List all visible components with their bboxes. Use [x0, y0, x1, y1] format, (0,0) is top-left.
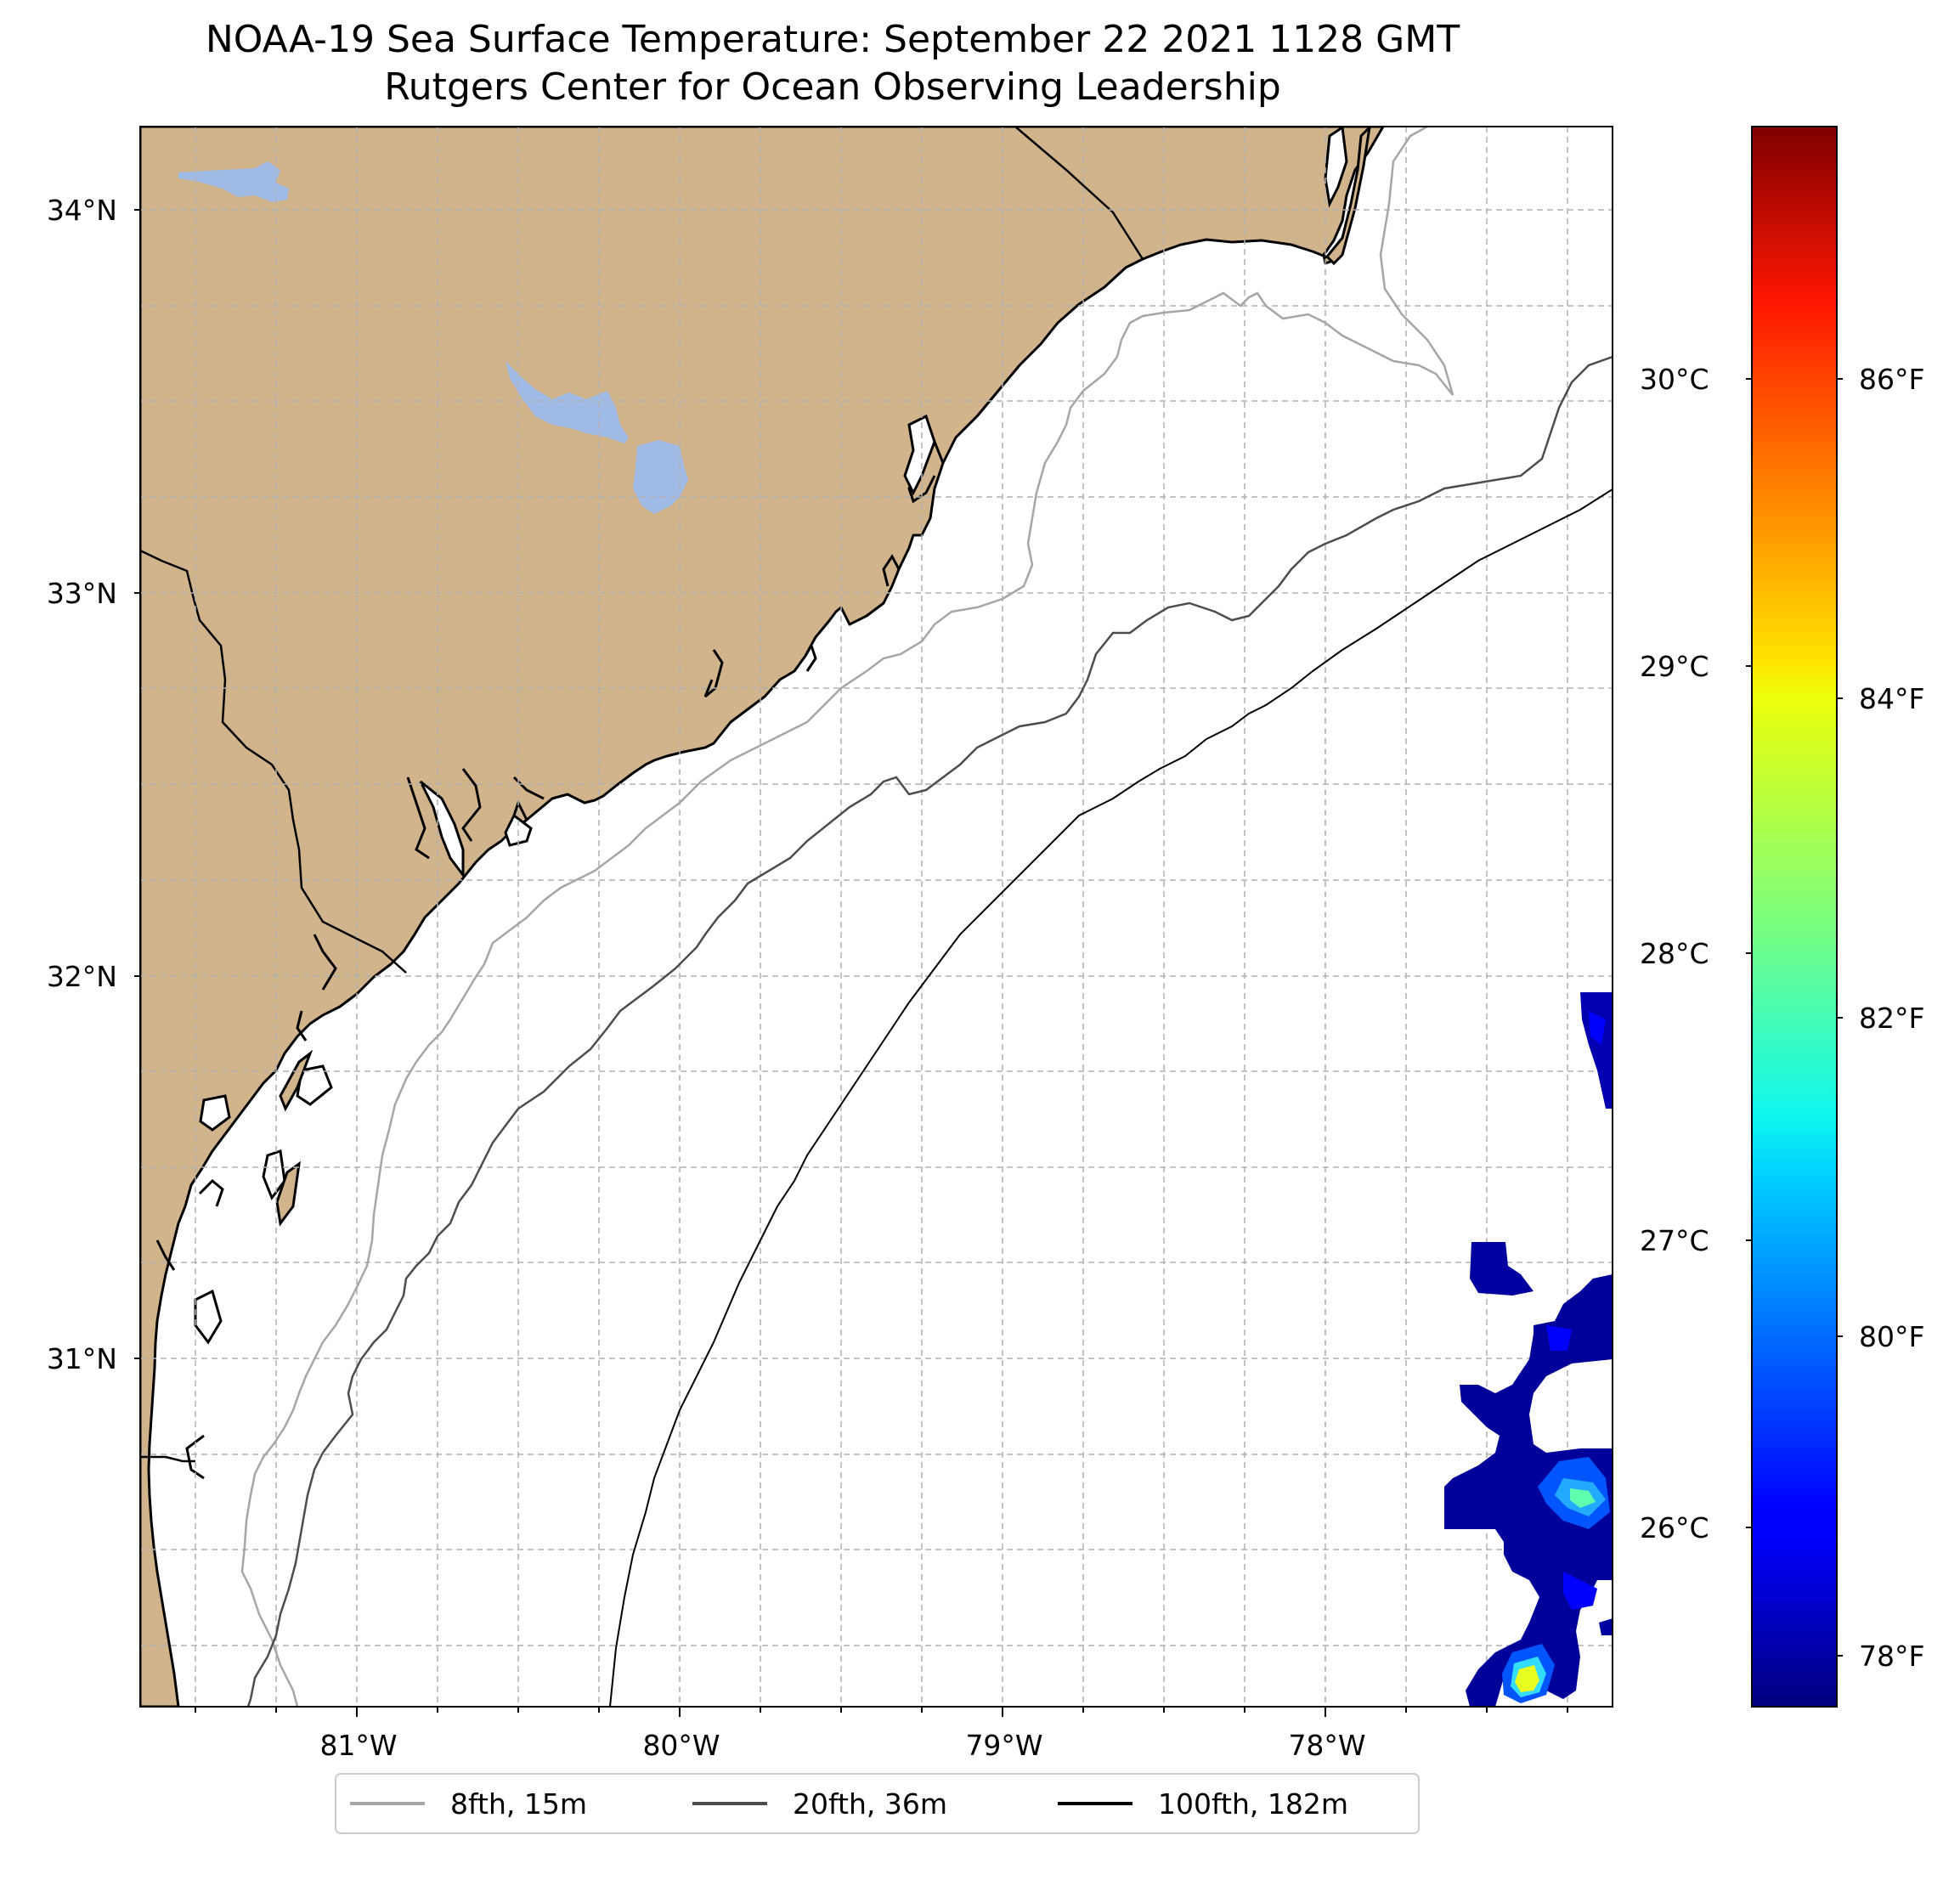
state-border — [1014, 127, 1144, 260]
sst-patch — [1570, 1488, 1596, 1508]
state-border — [140, 549, 407, 974]
isobath-100fth — [609, 488, 1613, 1707]
lake — [506, 361, 629, 443]
celsius-label: 29°C — [1640, 650, 1709, 683]
barrier-island — [279, 1049, 313, 1112]
lat-label: 33°N — [47, 577, 117, 610]
legend-label-8fth: 8fth, 15m — [450, 1787, 587, 1821]
celsius-label: 30°C — [1640, 363, 1709, 396]
lake — [633, 440, 688, 514]
isobath-20fth — [246, 355, 1613, 1707]
coastal-sound — [419, 780, 465, 879]
land-mass — [140, 127, 1385, 1707]
coastal-sound — [262, 1149, 286, 1201]
colorbar-ticks — [1746, 378, 1843, 1657]
lat-labels: 34°N 33°N 32°N 31°N — [47, 194, 117, 1375]
lon-label: 78°W — [1288, 1729, 1365, 1762]
lon-label: 79°W — [965, 1729, 1042, 1762]
legend-label-100fth: 100fth, 182m — [1158, 1787, 1348, 1821]
lon-label: 80°W — [642, 1729, 720, 1762]
barrier-island — [1325, 127, 1371, 266]
lat-label: 32°N — [47, 960, 117, 993]
fahrenheit-label: 84°F — [1859, 682, 1924, 715]
map-title: NOAA-19 Sea Surface Temperature: Septemb… — [205, 18, 1460, 61]
colorbar-celsius-labels: 30°C 29°C 28°C 27°C 26°C — [1640, 363, 1709, 1544]
sst-patch — [1589, 1011, 1606, 1045]
map-subtitle: Rutgers Center for Ocean Observing Leade… — [384, 65, 1281, 109]
lat-label: 31°N — [47, 1342, 117, 1375]
coastal-sound — [199, 1094, 231, 1132]
sst-patch — [1515, 1665, 1539, 1692]
sst-patch — [1599, 1618, 1613, 1635]
barrier-island — [275, 1160, 301, 1227]
sst-data — [1444, 992, 1613, 1707]
map-area — [140, 127, 1613, 1707]
celsius-label: 26°C — [1640, 1511, 1709, 1544]
map-frame — [139, 126, 1613, 1708]
gridlines — [140, 127, 1613, 1707]
coastal-sound — [903, 414, 936, 496]
isobath-8fth — [240, 127, 1454, 1707]
legend-box — [335, 1773, 1420, 1834]
lake — [178, 161, 289, 202]
fahrenheit-label: 82°F — [1859, 1002, 1924, 1035]
sst-patch — [1563, 1572, 1597, 1610]
state-border — [140, 1455, 195, 1463]
fahrenheit-label: 78°F — [1859, 1640, 1924, 1673]
coastal-sound — [296, 1064, 333, 1106]
sst-patch — [1546, 1325, 1572, 1351]
lat-label: 34°N — [47, 194, 117, 227]
celsius-label: 28°C — [1640, 937, 1709, 970]
sst-patch — [1470, 1242, 1534, 1296]
isobath-legend: 8fth, 15m 20fth, 36m 100fth, 182m — [335, 1773, 1420, 1834]
lon-tick-marks — [195, 1707, 1568, 1717]
lon-label: 81°W — [319, 1729, 397, 1762]
legend-label-20fth: 20fth, 36m — [793, 1787, 947, 1821]
colorbar: 30°C 29°C 28°C 27°C 26°C 86°F 84°F 82°F … — [1640, 126, 1924, 1708]
colorbar-gradient — [1751, 126, 1838, 1708]
fahrenheit-label: 80°F — [1859, 1320, 1924, 1353]
colorbar-fahrenheit-labels: 86°F 84°F 82°F 80°F 78°F — [1859, 363, 1924, 1673]
lat-tick-marks — [134, 209, 140, 1359]
lon-labels: 81°W 80°W 79°W 78°W — [319, 1729, 1365, 1762]
fahrenheit-label: 86°F — [1859, 363, 1924, 396]
celsius-label: 27°C — [1640, 1224, 1709, 1257]
